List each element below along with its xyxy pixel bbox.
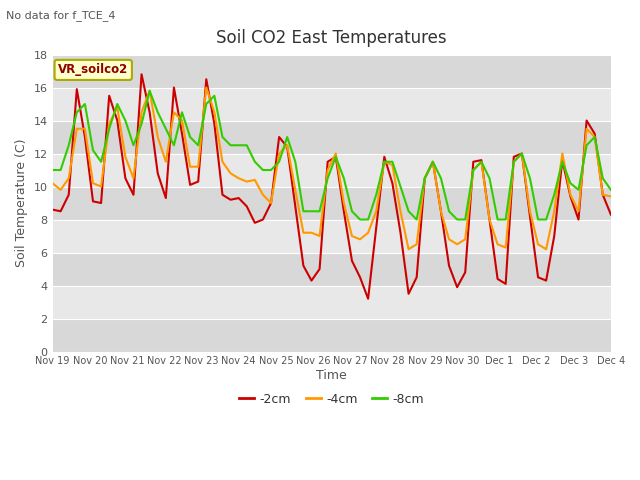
Bar <box>52 252 611 286</box>
Bar <box>52 219 611 252</box>
Bar <box>52 319 611 351</box>
Text: VR_soilco2: VR_soilco2 <box>58 63 129 76</box>
Text: No data for f_TCE_4: No data for f_TCE_4 <box>6 10 116 21</box>
Bar <box>52 55 611 87</box>
Y-axis label: Soil Temperature (C): Soil Temperature (C) <box>15 139 28 267</box>
X-axis label: Time: Time <box>316 369 347 382</box>
Bar <box>52 120 611 154</box>
Bar <box>52 154 611 187</box>
Bar <box>52 187 611 219</box>
Title: Soil CO2 East Temperatures: Soil CO2 East Temperatures <box>216 29 447 48</box>
Legend: -2cm, -4cm, -8cm: -2cm, -4cm, -8cm <box>234 388 429 410</box>
Bar <box>52 286 611 319</box>
Bar <box>52 87 611 120</box>
